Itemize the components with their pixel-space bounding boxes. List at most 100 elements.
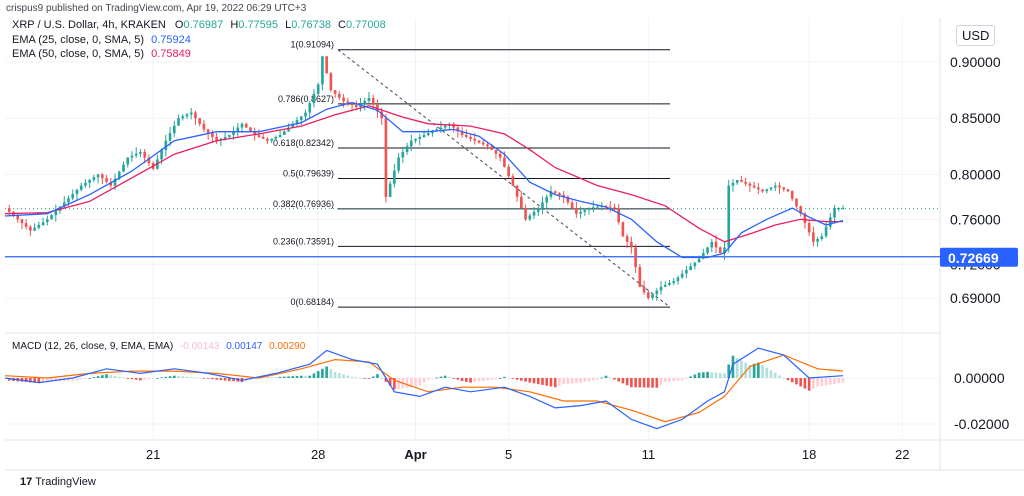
- macd-histogram-bar: [528, 378, 532, 383]
- candle-body: [807, 223, 811, 233]
- macd-histogram-bar: [117, 376, 121, 378]
- macd-histogram-bar: [333, 371, 337, 378]
- candle-body: [765, 189, 769, 192]
- macd-histogram-bar: [401, 378, 405, 389]
- macd-histogram-bar: [418, 378, 422, 386]
- price-tick-label: 0.69000: [950, 290, 1001, 306]
- candle-body: [515, 185, 519, 197]
- candle-body: [663, 284, 667, 287]
- macd-histogram-bar: [740, 360, 743, 378]
- macd-histogram-bar: [37, 378, 41, 384]
- candle-body: [511, 176, 515, 186]
- macd-histogram-bar: [443, 375, 447, 378]
- time-tick-label: 11: [642, 447, 656, 462]
- macd-histogram-bar: [481, 378, 485, 381]
- macd-histogram-bar: [33, 378, 36, 383]
- candle-body: [702, 253, 705, 259]
- macd-histogram-bar: [816, 378, 819, 387]
- legend-ema50-row: EMA (50, close, 0, SMA, 5) 0.75849: [12, 48, 191, 60]
- macd-histogram-bar: [232, 378, 235, 382]
- macd-histogram-bar: [371, 376, 375, 378]
- candle-body: [748, 183, 752, 186]
- macd-histogram-bar: [456, 378, 460, 380]
- macd-histogram-bar: [202, 378, 206, 379]
- macd-signal-value: 0.00290: [269, 341, 306, 352]
- macd-histogram-bar: [414, 378, 417, 387]
- price-tick-label: 0.76000: [950, 211, 1001, 227]
- macd-histogram-bar: [181, 376, 185, 378]
- macd-histogram-bar: [503, 376, 506, 378]
- macd-histogram-bar: [96, 376, 100, 378]
- macd-histogram-bar: [143, 378, 146, 380]
- candle-body: [528, 215, 532, 220]
- time-tick-label: 18: [802, 447, 816, 462]
- macd-histogram-bar: [198, 377, 201, 379]
- candle-body: [630, 241, 633, 248]
- candle-body: [405, 146, 409, 152]
- price-tick-label: 0.90000: [950, 54, 1001, 70]
- footer-brand-label: TradingView: [35, 476, 96, 488]
- macd-histogram-bar: [795, 378, 798, 385]
- candle-body: [164, 140, 168, 151]
- macd-histogram-bar: [211, 378, 214, 380]
- macd-histogram-bar: [426, 378, 430, 380]
- candle-body: [295, 120, 299, 124]
- candle-body: [329, 73, 333, 91]
- ema50-label: EMA (50, close, 0, SMA, 5): [12, 48, 145, 60]
- macd-histogram-bar: [591, 378, 595, 381]
- candle-body: [401, 151, 405, 158]
- candle-body: [367, 97, 371, 101]
- macd-histogram-bar: [54, 378, 58, 382]
- candle-body: [558, 193, 561, 195]
- candle-body: [122, 164, 125, 172]
- macd-histogram-bar: [393, 378, 396, 390]
- candle-body: [706, 247, 709, 254]
- macd-histogram-bar: [50, 378, 53, 382]
- macd-histogram-bar: [663, 378, 667, 382]
- macd-histogram-bar: [532, 378, 536, 384]
- macd-histogram-bar: [261, 376, 265, 378]
- candle-body: [16, 215, 20, 220]
- currency-badge[interactable]: USD: [956, 25, 996, 46]
- macd-histogram-bar: [490, 378, 494, 380]
- candle-body: [75, 189, 79, 195]
- macd-histogram-bar: [92, 377, 96, 378]
- macd-histogram-bar: [828, 378, 832, 385]
- macd-histogram-bar: [765, 367, 769, 378]
- macd-histogram-bar: [778, 375, 781, 378]
- price-tick-label: 0.72000: [950, 256, 1001, 272]
- macd-histogram-bar: [545, 378, 549, 386]
- time-tick-label: 21: [146, 447, 160, 462]
- ohlc-c-label: C: [338, 19, 346, 31]
- candle-body: [249, 127, 252, 132]
- candle-body: [33, 227, 36, 231]
- candle-body: [803, 213, 807, 224]
- candle-body: [388, 183, 392, 197]
- candle-body: [308, 103, 312, 113]
- macd-histogram-bar: [761, 365, 764, 378]
- candle-body: [312, 93, 316, 104]
- candle-body: [105, 178, 108, 182]
- macd-histogram-bar: [274, 377, 278, 378]
- candle-body: [591, 207, 595, 209]
- macd-histogram-bar: [439, 376, 443, 378]
- macd-tick-label: 0.00000: [954, 370, 1005, 386]
- candle-body: [354, 105, 358, 107]
- candle-body: [257, 135, 261, 137]
- macd-histogram-bar: [786, 378, 790, 381]
- candle-body: [520, 196, 523, 209]
- candle-body: [41, 222, 45, 225]
- price-tick-label: 0.80000: [950, 166, 1001, 182]
- macd-histogram-bar: [693, 374, 697, 378]
- support-price-label: 0.72669: [948, 250, 999, 266]
- candle-body: [198, 118, 201, 124]
- macd-histogram-bar: [24, 378, 28, 383]
- macd-histogram-bar: [600, 377, 604, 379]
- candle-body: [62, 202, 66, 207]
- candle-body: [156, 159, 159, 169]
- macd-histogram-bar: [67, 378, 70, 381]
- macd-histogram-bar: [630, 378, 633, 388]
- macd-histogram-bar: [596, 378, 599, 380]
- ohlc-h-value: 0.77595: [238, 19, 279, 31]
